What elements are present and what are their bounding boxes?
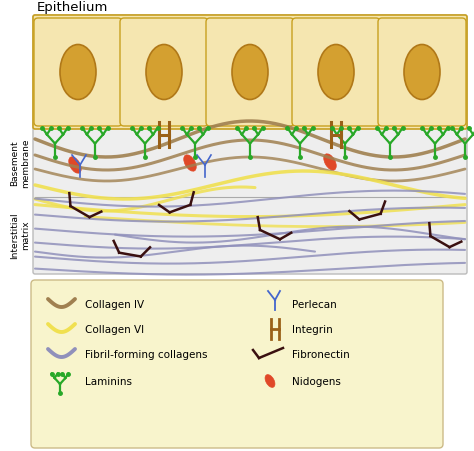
FancyBboxPatch shape (31, 281, 443, 448)
Ellipse shape (404, 46, 440, 100)
Text: Collagen VI: Collagen VI (85, 324, 144, 334)
FancyBboxPatch shape (292, 19, 380, 127)
Ellipse shape (146, 46, 182, 100)
Ellipse shape (184, 156, 196, 172)
Ellipse shape (60, 46, 96, 100)
FancyBboxPatch shape (33, 16, 467, 130)
Text: Nidogens: Nidogens (292, 376, 341, 386)
Text: Epithelium: Epithelium (37, 1, 109, 14)
Ellipse shape (324, 155, 336, 171)
Ellipse shape (69, 157, 81, 174)
Text: Basement
membrane: Basement membrane (10, 138, 30, 187)
Text: Laminins: Laminins (85, 376, 132, 386)
FancyBboxPatch shape (206, 19, 294, 127)
FancyBboxPatch shape (378, 19, 466, 127)
Text: Perlecan: Perlecan (292, 299, 337, 309)
Text: Fibronectin: Fibronectin (292, 349, 350, 359)
FancyBboxPatch shape (33, 16, 467, 274)
FancyBboxPatch shape (120, 19, 208, 127)
Ellipse shape (265, 375, 275, 387)
FancyBboxPatch shape (34, 19, 122, 127)
Ellipse shape (232, 46, 268, 100)
Ellipse shape (318, 46, 354, 100)
Text: Integrin: Integrin (292, 324, 333, 334)
Text: Interstitial
matrix: Interstitial matrix (10, 212, 30, 258)
Text: Collagen IV: Collagen IV (85, 299, 144, 309)
Text: Fibril-forming collagens: Fibril-forming collagens (85, 349, 208, 359)
